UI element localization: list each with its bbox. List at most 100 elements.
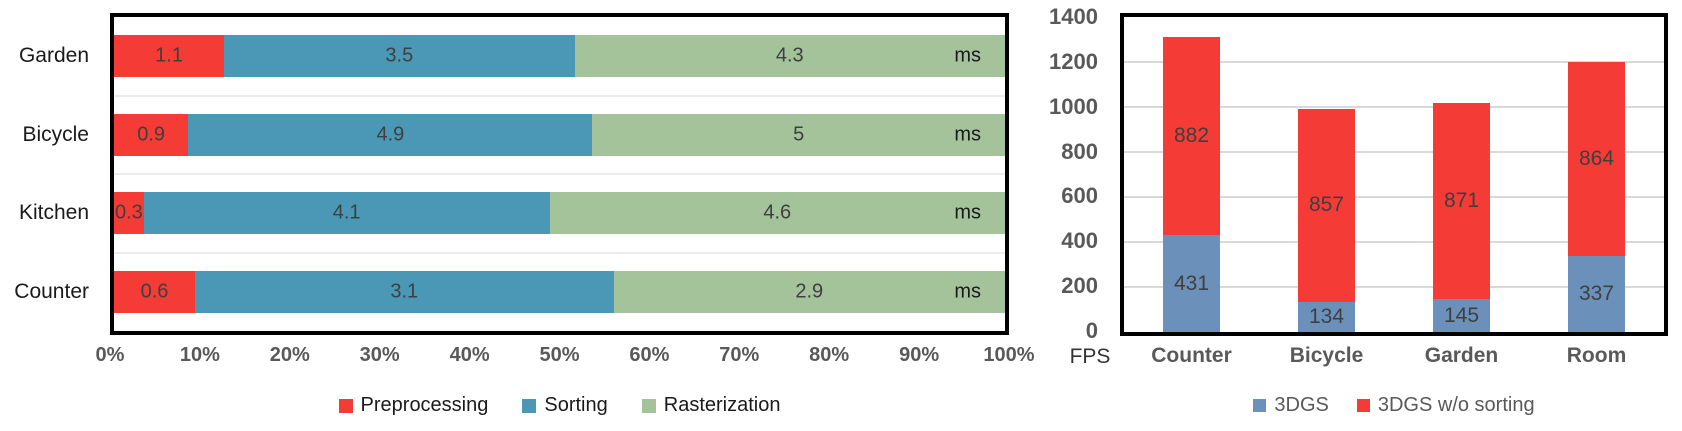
value-label: 0.6 xyxy=(140,280,169,303)
segment-preprocessing: 0.3 xyxy=(114,192,144,235)
segment-3dgs-w-o-sorting: 864 xyxy=(1568,61,1625,257)
category-label-kitchen: Kitchen xyxy=(18,201,89,225)
legend-label: Rasterization xyxy=(663,394,781,416)
fps-chart-plot-area: 431 882 134 857 145 871 337 864 xyxy=(1120,13,1668,336)
y-axis-tick-label: 1400 xyxy=(1049,4,1098,29)
value-label: 4.9 xyxy=(376,123,405,146)
value-label: 882 xyxy=(1173,123,1210,147)
x-axis-tick-label: 40% xyxy=(449,344,490,366)
bar-slot-counter: 431 882 xyxy=(1124,17,1259,332)
y-gridline xyxy=(1124,61,1664,63)
value-label: 2.9 xyxy=(795,280,824,303)
x-axis-tick-label: 80% xyxy=(809,344,850,366)
y-axis-tick-label: 1200 xyxy=(1049,48,1098,74)
category-label-cell: Garden xyxy=(0,17,96,96)
segment-preprocessing: 0.6 xyxy=(114,270,195,313)
legend-swatch xyxy=(641,398,656,413)
value-label: 337 xyxy=(1578,282,1615,306)
segment-sorting: 4.9 xyxy=(188,113,593,156)
fps-axis-label: FPS xyxy=(1069,345,1111,368)
segment-rasterization: 4.6 xyxy=(549,192,1005,235)
unit-label: ms xyxy=(954,201,981,224)
value-label: 857 xyxy=(1308,193,1345,217)
segment-3dgs-w-o-sorting: 882 xyxy=(1163,36,1220,236)
segment-sorting: 3.5 xyxy=(224,35,575,78)
category-label-cell: Bicycle xyxy=(1259,344,1394,368)
segment-3dgs: 337 xyxy=(1568,256,1625,332)
legend-item-rasterization: Rasterization xyxy=(641,394,781,417)
segment-3dgs: 145 xyxy=(1433,299,1490,332)
segment-rasterization: 5 xyxy=(592,113,1005,156)
value-label: 5 xyxy=(793,123,805,146)
value-label: 3.5 xyxy=(385,44,414,67)
y-gridline xyxy=(1124,241,1664,243)
legend-label: Sorting xyxy=(544,394,608,416)
value-label: 134 xyxy=(1308,304,1345,328)
timing-chart-plot-area: 1.1 3.5 4.3 ms 0.9 4.9 5 ms 0.3 4.1 4.6 ms 0.6 3.1 2.9… xyxy=(110,13,1009,335)
category-separator-gridline xyxy=(114,173,1005,175)
bar-slot-room: 337 864 xyxy=(1529,17,1664,332)
value-label: 431 xyxy=(1173,271,1210,295)
bar-row-bicycle: 0.9 4.9 5 ms xyxy=(114,96,1005,175)
value-label: 4.1 xyxy=(332,201,361,224)
x-axis-tick-label: 10% xyxy=(179,344,220,366)
category-label-cell: Counter xyxy=(0,253,96,332)
value-label: 0.3 xyxy=(114,201,143,224)
category-label-room: Room xyxy=(1566,344,1627,367)
x-axis-tick-label: 0% xyxy=(95,344,125,366)
legend-label: 3DGS xyxy=(1274,394,1329,416)
legend-swatch xyxy=(1356,399,1370,412)
value-label: 4.3 xyxy=(775,44,804,67)
value-label: 871 xyxy=(1443,189,1480,213)
category-separator-gridline xyxy=(114,94,1005,97)
bar-slot-bicycle: 134 857 xyxy=(1259,17,1394,332)
bar-row-counter: 0.6 3.1 2.9 ms xyxy=(114,253,1005,332)
bar-slot-garden: 145 871 xyxy=(1394,17,1529,332)
x-axis-tick-label: 50% xyxy=(539,344,580,366)
segment-sorting: 4.1 xyxy=(143,192,550,235)
segment-sorting: 3.1 xyxy=(195,270,614,313)
legend-swatch xyxy=(1253,399,1267,412)
value-label: 864 xyxy=(1578,146,1615,170)
y-axis-tick-label: 200 xyxy=(1061,273,1098,299)
bar-row-garden: 1.1 3.5 4.3 ms xyxy=(114,17,1005,96)
y-gridline xyxy=(1124,106,1664,108)
category-label-cell: Garden xyxy=(1394,344,1529,368)
legend-swatch xyxy=(522,398,537,413)
y-axis-tick-label: 400 xyxy=(1061,228,1098,254)
unit-label: ms xyxy=(954,44,981,67)
legend-item-preprocessing: Preprocessing xyxy=(338,394,489,417)
legend-label: Preprocessing xyxy=(360,394,489,416)
y-axis-tick-label: 0 xyxy=(1085,318,1098,343)
category-label-counter: Counter xyxy=(1151,344,1232,367)
value-label: 1.1 xyxy=(155,44,183,67)
legend-label: 3DGS w/o sorting xyxy=(1377,394,1535,416)
x-axis-tick-label: 90% xyxy=(899,344,940,366)
segment-rasterization: 4.3 xyxy=(574,35,1005,78)
x-axis-tick-label: 30% xyxy=(359,344,400,366)
x-axis-tick-label: 60% xyxy=(629,344,670,366)
category-separator-gridline xyxy=(114,251,1005,254)
value-label: 4.6 xyxy=(763,201,792,224)
category-label-counter: Counter xyxy=(14,279,89,303)
bar-row-kitchen: 0.3 4.1 4.6 ms xyxy=(114,174,1005,253)
category-label-cell: Counter xyxy=(1124,344,1259,368)
legend-item-sorting: Sorting xyxy=(522,394,608,417)
y-gridline xyxy=(1124,196,1664,198)
y-gridline xyxy=(1124,286,1664,288)
unit-label: ms xyxy=(954,123,981,146)
y-axis-tick-label: 600 xyxy=(1061,183,1098,209)
legend-item-3dgs: 3DGS xyxy=(1253,394,1329,417)
category-label-bicycle: Bicycle xyxy=(1289,344,1364,367)
legend-item-3dgs-w-o-sorting: 3DGS w/o sorting xyxy=(1356,394,1535,417)
timing-chart-legend: Preprocessing Sorting Rasterization xyxy=(110,394,1009,417)
fps-chart-category-axis: Counter Bicycle Garden Room xyxy=(1124,344,1664,368)
segment-preprocessing: 1.1 xyxy=(114,35,225,78)
x-axis-tick-label: 20% xyxy=(269,344,310,366)
category-label-cell: Room xyxy=(1529,344,1664,368)
stacked-bar-garden: 145 871 xyxy=(1433,17,1490,332)
fps-chart-legend: 3DGS 3DGS w/o sorting xyxy=(1120,394,1668,417)
stacked-bar-bicycle: 134 857 xyxy=(1298,17,1355,332)
stacked-bar-counter: 431 882 xyxy=(1163,17,1220,332)
segment-rasterization: 2.9 xyxy=(613,270,1005,313)
